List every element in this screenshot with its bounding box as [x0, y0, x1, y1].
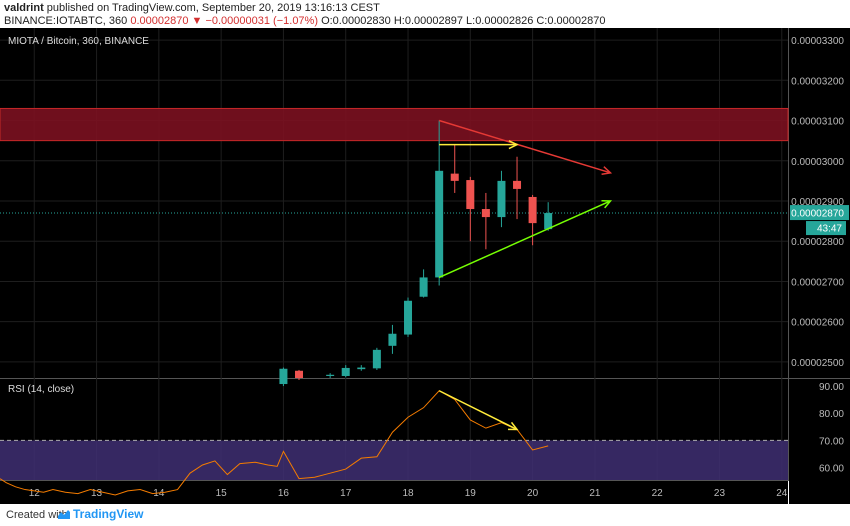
time-tick-label: 23 [714, 488, 726, 499]
published-text: published on TradingView.com, September … [46, 2, 380, 14]
bear-candle [295, 369, 304, 381]
bull-candle [419, 269, 428, 298]
tradingview-logo-icon [58, 510, 70, 519]
time-tick-label: 12 [29, 488, 41, 499]
price-pane-bg [0, 28, 788, 378]
rsi-tick-label: 80.00 [819, 409, 844, 420]
candle-body [372, 349, 381, 369]
time-tick-label: 16 [278, 488, 290, 499]
bull-candle [497, 170, 506, 228]
bull-candle [372, 347, 381, 370]
candle-body [404, 300, 413, 335]
price-tick-label: 0.00003100 [791, 117, 844, 128]
candle-body [544, 213, 553, 230]
red-trend-arrow [438, 119, 613, 175]
candle-body [295, 370, 304, 378]
price-tick-label: 0.00002700 [791, 277, 844, 288]
bull-candle [388, 324, 397, 354]
bull-candle [357, 365, 366, 371]
green-trend-arrow [438, 199, 613, 279]
rsi-tick-label: 90.00 [819, 382, 844, 393]
time-tick-label: 18 [402, 488, 414, 499]
yellow-arrow [439, 140, 519, 150]
countdown-label: 43:47 [817, 224, 842, 235]
candle-body [481, 209, 490, 218]
price-tick-label: 0.00003000 [791, 157, 844, 168]
last-price-label: 0.00002870 [791, 209, 844, 220]
candle-body [341, 367, 350, 376]
time-tick-label: 22 [652, 488, 664, 499]
candle-body [388, 333, 397, 346]
price-tick-label: 0.00002800 [791, 237, 844, 248]
time-axis-bg [0, 480, 788, 504]
bull-candle [404, 297, 413, 337]
author-name[interactable]: valdrint [4, 2, 44, 14]
countdown-bg [806, 221, 846, 236]
bull-candle [279, 367, 288, 387]
price-change: 0.00002870 ▼ −0.00000031 (−1.07%) [130, 15, 318, 27]
created-with-text: Created with [6, 509, 68, 521]
bear-candle [528, 194, 537, 246]
candle-body [279, 368, 288, 385]
candle-body [435, 170, 444, 278]
publish-info: valdrint published on TradingView.com, S… [4, 2, 380, 14]
bear-candle [466, 176, 475, 242]
chart-header: valdrint published on TradingView.com, S… [0, 0, 850, 28]
bull-candle [544, 202, 553, 231]
price-tick-label: 0.00002900 [791, 197, 844, 208]
tradingview-logo-text: TradingView [73, 507, 144, 521]
candle-body [450, 173, 459, 181]
chart-canvas[interactable]: 0.00003300 0.00003200 0.00003100 0.00003000… [0, 28, 850, 504]
time-tick-label: 14 [153, 488, 165, 499]
bull-candle [435, 120, 444, 286]
candle-body [528, 196, 537, 224]
time-tick-label: 13 [91, 488, 103, 499]
rsi-title: RSI (14, close) [8, 384, 74, 395]
yellow-arrow-head [508, 140, 519, 150]
rsi-yellow-arrow [438, 390, 519, 431]
rsi-yellow-arrow-head [508, 421, 519, 431]
red-trend-arrow-line [438, 119, 611, 174]
time-tick-label: 20 [527, 488, 539, 499]
rsi-band [0, 440, 788, 480]
rsi-yellow-arrow-line [438, 390, 518, 431]
time-tick-label: 15 [216, 488, 228, 499]
price-axis-bg [789, 28, 850, 504]
tradingview-logo[interactable]: TradingView [58, 507, 143, 521]
symbol-label: BINANCE:IOTABTC, 360 [4, 15, 128, 27]
candle-body [419, 277, 428, 297]
bear-candle [450, 144, 459, 193]
green-trend-arrow-line [438, 200, 611, 279]
chart-title: MIOTA / Bitcoin, 360, BINANCE [8, 36, 149, 47]
resistance-zone [0, 107, 789, 142]
time-tick-label: 21 [589, 488, 601, 499]
price-tick-label: 0.00003300 [791, 36, 844, 47]
candle-body [326, 374, 335, 376]
candle-body [357, 367, 366, 370]
candle-body [513, 180, 522, 189]
chart-footer: Created with TradingView [0, 504, 850, 526]
last-price-label-bg [790, 205, 849, 221]
time-tick-label: 24 [776, 488, 788, 499]
green-trend-arrow-head [601, 199, 613, 209]
ohlc-values: O:0.00002830 H:0.00002897 L:0.00002826 C… [321, 15, 606, 27]
bear-candle [513, 156, 522, 220]
candle-body [497, 180, 506, 218]
bull-candle [326, 373, 335, 378]
bull-candle [341, 365, 350, 378]
rsi-tick-label: 60.00 [819, 464, 844, 475]
rsi-tick-label: 70.00 [819, 436, 844, 447]
price-tick-label: 0.00002600 [791, 318, 844, 329]
time-tick-label: 19 [465, 488, 477, 499]
symbol-info: BINANCE:IOTABTC, 360 0.00002870 ▼ −0.000… [4, 15, 605, 27]
price-tick-label: 0.00002500 [791, 358, 844, 369]
price-tick-label: 0.00003200 [791, 76, 844, 87]
candle-body [466, 180, 475, 210]
red-trend-arrow-head [601, 166, 613, 175]
bear-candle [481, 192, 490, 250]
time-tick-label: 17 [340, 488, 352, 499]
